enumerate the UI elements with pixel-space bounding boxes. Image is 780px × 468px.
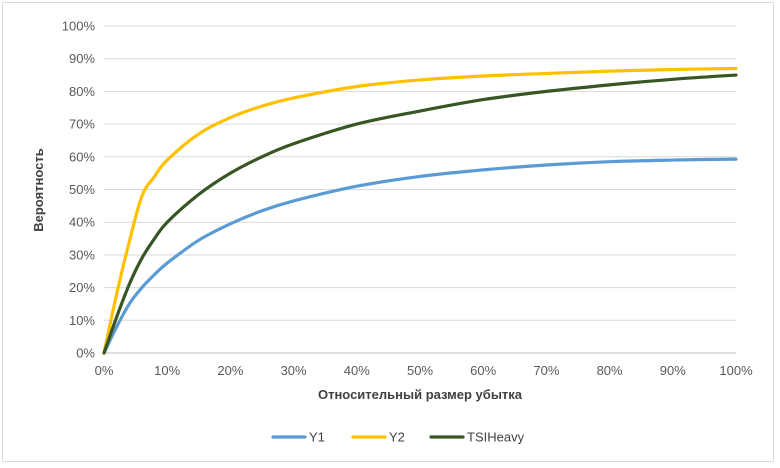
y-tick-label: 0% — [76, 346, 95, 361]
y-tick-labels: 0% 10% 20% 30% 40% 50% 60% 70% 80% 90% 100% — [62, 19, 96, 361]
x-tick-label: 10% — [154, 363, 180, 378]
x-tick-label: 70% — [533, 363, 559, 378]
y-tick-label: 30% — [69, 247, 95, 262]
y-axis-title: Вероятность — [31, 148, 46, 232]
legend-label-tsiheavy: TSIHeavy — [467, 430, 525, 445]
x-tick-labels: 0% 10% 20% 30% 40% 50% 60% 70% 80% 90% 100% — [95, 363, 753, 378]
legend-label-y1: Y1 — [309, 430, 325, 445]
series-line-tsiheavy — [102, 73, 738, 355]
x-tick-label: 40% — [344, 363, 370, 378]
legend-label-y2: Y2 — [389, 430, 405, 445]
x-tick-label: 100% — [719, 363, 753, 378]
y-tick-label: 60% — [69, 149, 95, 164]
y-tick-label: 100% — [62, 19, 96, 34]
y-tick-label: 40% — [69, 215, 95, 230]
y-tick-label: 50% — [69, 182, 95, 197]
series-lines — [102, 66, 738, 355]
y-tick-label: 20% — [69, 280, 95, 295]
x-tick-label: 80% — [597, 363, 623, 378]
y-tick-label: 90% — [69, 51, 95, 66]
x-tick-label: 30% — [281, 363, 307, 378]
y-tick-label: 70% — [69, 117, 95, 132]
x-tick-label: 20% — [217, 363, 243, 378]
legend: Y1 Y2 TSIHeavy — [271, 430, 525, 445]
series-line-y1 — [102, 157, 738, 355]
series-line-y2 — [102, 66, 738, 355]
gridlines — [104, 25, 736, 354]
y-tick-label: 10% — [69, 313, 95, 328]
x-tick-label: 0% — [95, 363, 114, 378]
x-tick-label: 60% — [470, 363, 496, 378]
x-axis-title: Относительный размер убытка — [318, 387, 523, 402]
y-tick-label: 80% — [69, 84, 95, 99]
x-tick-label: 90% — [660, 363, 686, 378]
x-tick-label: 50% — [407, 363, 433, 378]
